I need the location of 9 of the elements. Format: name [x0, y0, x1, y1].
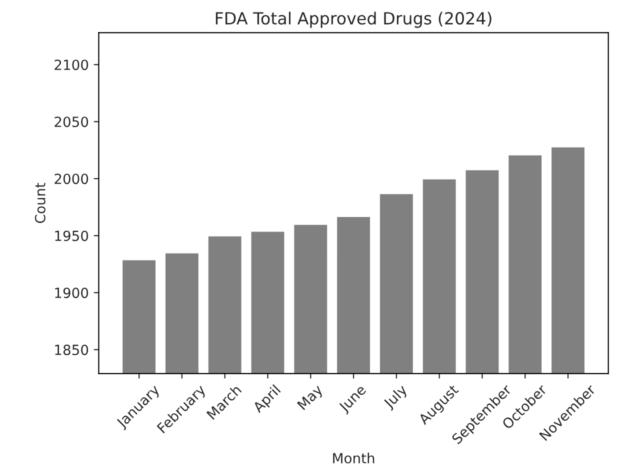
y-tick-label: 2050: [54, 116, 88, 128]
y-axis-title: Count: [34, 182, 46, 223]
y-tick-label: 1900: [55, 288, 88, 298]
x-axis-title: Month: [333, 452, 374, 464]
y-tick-label: 2100: [54, 60, 88, 70]
y-tick-label: 1950: [55, 230, 88, 242]
y-tick-label: 2000: [54, 174, 88, 184]
y-tick-label: 1850: [55, 344, 88, 356]
chart-title: FDA Total Approved Drugs (2024): [216, 12, 492, 28]
